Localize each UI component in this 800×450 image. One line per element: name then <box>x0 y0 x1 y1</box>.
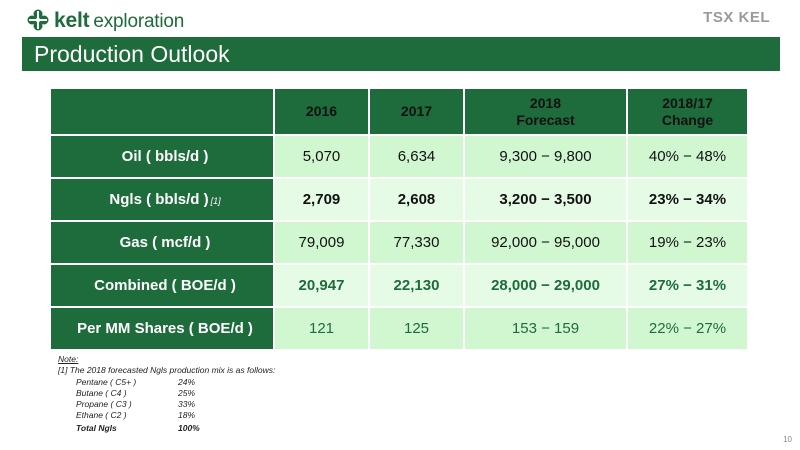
table-row-gas: Gas ( mcf/d ) 79,009 77,330 92,000 − 95,… <box>50 221 748 264</box>
cell-2018: 153 − 159 <box>464 307 627 350</box>
cell-change: 23% − 34% <box>627 178 748 221</box>
cell-2018: 28,000 − 29,000 <box>464 264 627 307</box>
header-2017: 2017 <box>369 88 464 135</box>
mix-total-pct: 100% <box>178 423 200 433</box>
table-header-row: 2016 2017 2018 Forecast 2018/17 Change <box>50 88 748 135</box>
production-table: 2016 2017 2018 Forecast 2018/17 Change O… <box>50 88 748 350</box>
logo-brand-suffix: exploration <box>93 10 185 32</box>
mix-total-name: Total Ngls <box>76 423 117 433</box>
ngls-mix-list: Pentane ( C5+ ) 24% Butane ( C4 ) 25% Pr… <box>76 377 275 434</box>
table-row-oil: Oil ( bbls/d ) 5,070 6,634 9,300 − 9,800… <box>50 135 748 178</box>
page-number: 10 <box>783 435 792 444</box>
mix-pct: 18% <box>178 410 196 420</box>
mix-row: Ethane ( C2 ) 18% <box>76 410 275 421</box>
cell-2017: 77,330 <box>369 221 464 264</box>
row-label: Oil ( bbls/d ) <box>50 135 274 178</box>
cell-2016: 121 <box>274 307 369 350</box>
footnotes: Note: [1] The 2018 forecasted Ngls produ… <box>58 354 275 434</box>
header-change-line2: Change <box>661 111 714 128</box>
mix-name: Propane ( C3 ) <box>76 399 132 409</box>
cell-2017: 22,130 <box>369 264 464 307</box>
header-2018-forecast: 2018 Forecast <box>464 88 627 135</box>
cell-2017: 2,608 <box>369 178 464 221</box>
mix-row: Propane ( C3 ) 33% <box>76 399 275 410</box>
row-label: Per MM Shares ( BOE/d ) <box>50 307 274 350</box>
cell-2016: 20,947 <box>274 264 369 307</box>
row-label: Gas ( mcf/d ) <box>50 221 274 264</box>
mix-row: Butane ( C4 ) 25% <box>76 388 275 399</box>
mix-pct: 25% <box>178 388 196 398</box>
cell-2016: 2,709 <box>274 178 369 221</box>
row-label-text: Ngls ( bbls/d ) <box>109 191 209 208</box>
cell-change: 19% − 23% <box>627 221 748 264</box>
mix-pct: 24% <box>178 377 196 387</box>
logo-wordmark: kelt exploration <box>54 10 184 31</box>
header-corner <box>50 88 274 135</box>
header-2018-line1: 2018 <box>529 94 562 111</box>
cell-2016: 79,009 <box>274 221 369 264</box>
cell-2017: 125 <box>369 307 464 350</box>
note-label: Note: <box>58 354 79 364</box>
header-2016: 2016 <box>274 88 369 135</box>
footnote-text: [1] The 2018 forecasted Ngls production … <box>58 365 276 375</box>
table-row-ngls: Ngls ( bbls/d ) [1] 2,709 2,608 3,200 − 3… <box>50 178 748 221</box>
mix-total-row: Total Ngls 100% <box>76 423 275 434</box>
cell-2018: 92,000 − 95,000 <box>464 221 627 264</box>
logo-brand: kelt <box>54 8 90 32</box>
footnote-ref: [1] <box>210 196 221 206</box>
kelt-logo: kelt exploration <box>26 6 184 34</box>
mix-name: Ethane ( C2 ) <box>76 410 127 420</box>
cell-change: 40% − 48% <box>627 135 748 178</box>
mix-row: Pentane ( C5+ ) 24% <box>76 377 275 388</box>
row-label: Ngls ( bbls/d ) [1] <box>50 178 274 221</box>
table-row-combined: Combined ( BOE/d ) 20,947 22,130 28,000 … <box>50 264 748 307</box>
cell-2016: 5,070 <box>274 135 369 178</box>
header-change: 2018/17 Change <box>627 88 748 135</box>
tsx-ticker: TSX KEL <box>703 9 770 26</box>
cell-2018: 9,300 − 9,800 <box>464 135 627 178</box>
cell-change: 27% − 31% <box>627 264 748 307</box>
mix-name: Butane ( C4 ) <box>76 388 127 398</box>
row-label: Combined ( BOE/d ) <box>50 264 274 307</box>
cell-2018: 3,200 − 3,500 <box>464 178 627 221</box>
mix-pct: 33% <box>178 399 196 409</box>
mix-name: Pentane ( C5+ ) <box>76 377 137 387</box>
cell-change: 22% − 27% <box>627 307 748 350</box>
header-change-line1: 2018/17 <box>662 94 713 111</box>
page-title: Production Outlook <box>22 37 780 71</box>
header-2018-line2: Forecast <box>516 111 575 128</box>
clover-logo-icon <box>27 9 49 31</box>
table-row-per-share: Per MM Shares ( BOE/d ) 121 125 153 − 15… <box>50 307 748 350</box>
cell-2017: 6,634 <box>369 135 464 178</box>
